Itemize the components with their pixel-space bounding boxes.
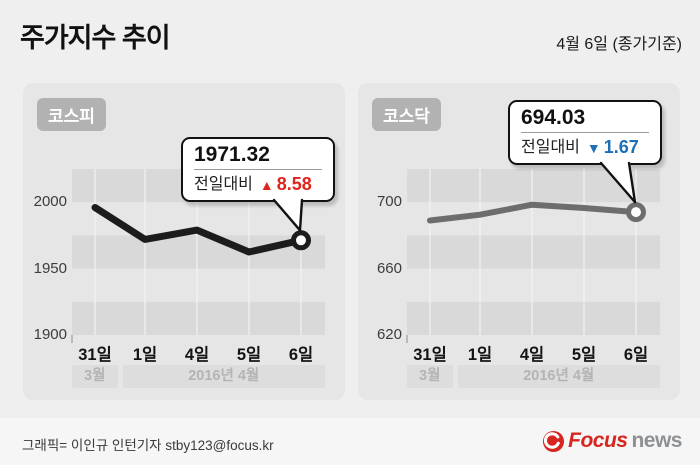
kospi-change: ▲ 8.58 <box>260 174 312 195</box>
callout-divider <box>521 132 649 133</box>
month-band-label: 3월 <box>407 365 453 388</box>
index-line <box>427 201 639 224</box>
x-tick-label: 31일 <box>78 346 112 364</box>
endpoint-marker <box>626 202 646 223</box>
kosdaq-badge: 코스닥 <box>372 98 441 131</box>
kosdaq-close-value: 694.03 <box>521 106 586 129</box>
up-triangle-icon: ▲ <box>259 176 274 193</box>
kosdaq-panel: 코스닥 694.03 전일대비 ▼ 1.67 700 660 620 31일 1일 4일 5… <box>358 83 680 400</box>
kospi-badge: 코스피 <box>37 98 106 131</box>
month-band-label: 2016년 4월 <box>457 365 660 388</box>
change-label: 전일대비 <box>521 139 580 156</box>
kosdaq-change-value: 1.67 <box>603 137 639 157</box>
grid-band <box>407 235 660 269</box>
x-tick-label: 6일 <box>623 346 649 364</box>
index-line <box>91 204 305 256</box>
x-tick-label: 5일 <box>571 346 597 364</box>
y-tick-label: 700 <box>376 193 402 211</box>
y-tick-label: 620 <box>376 326 402 343</box>
logo-brand-secondary: news <box>631 429 682 452</box>
kospi-panel: 코스피 1971.32 전일대비 ▲ 8.58 2000 1950 1900 31일 1… <box>23 83 345 400</box>
month-band-label: 3월 <box>72 365 118 388</box>
callout-divider <box>194 169 322 170</box>
focus-news-logo: Focus news <box>542 429 682 453</box>
page-title: 주가지수 추이 <box>20 23 171 53</box>
kospi-change-value: 8.58 <box>276 174 312 194</box>
endpoint-marker <box>291 230 311 251</box>
grid-band <box>407 169 660 203</box>
y-tick-label: 1950 <box>33 259 67 277</box>
month-band-label: 2016년 4월 <box>122 365 325 388</box>
logo-brand-primary: Focus <box>568 429 628 452</box>
down-triangle-icon: ▼ <box>586 139 601 156</box>
kosdaq-change: ▼ 1.67 <box>587 137 639 158</box>
kospi-close-value: 1971.32 <box>194 143 270 166</box>
credit-line: 그래픽= 이인규 인턴기자 stby123@focus.kr <box>22 438 274 453</box>
x-tick-label: 5일 <box>236 346 262 364</box>
x-tick-label: 6일 <box>288 346 314 364</box>
date-note: 4월 6일 (종가기준) <box>556 36 682 53</box>
grid-band <box>72 301 325 335</box>
footer-bar: 그래픽= 이인규 인턴기자 stby123@focus.kr Focus new… <box>0 418 700 465</box>
x-tick-label: 1일 <box>132 346 158 364</box>
x-tick-label: 4일 <box>519 346 545 364</box>
focus-news-mark-icon <box>543 430 565 452</box>
kosdaq-callout: 694.03 전일대비 ▼ 1.67 <box>508 100 662 165</box>
y-tick-label: 1900 <box>33 326 67 343</box>
x-tick-label: 31일 <box>413 346 447 364</box>
x-tick-label: 1일 <box>467 346 493 364</box>
grid-band <box>407 301 660 335</box>
y-tick-label: 2000 <box>33 193 67 211</box>
x-tick-label: 4일 <box>184 346 210 364</box>
y-tick-label: 660 <box>376 259 402 277</box>
change-label: 전일대비 <box>194 176 253 193</box>
kospi-callout: 1971.32 전일대비 ▲ 8.58 <box>181 137 335 202</box>
